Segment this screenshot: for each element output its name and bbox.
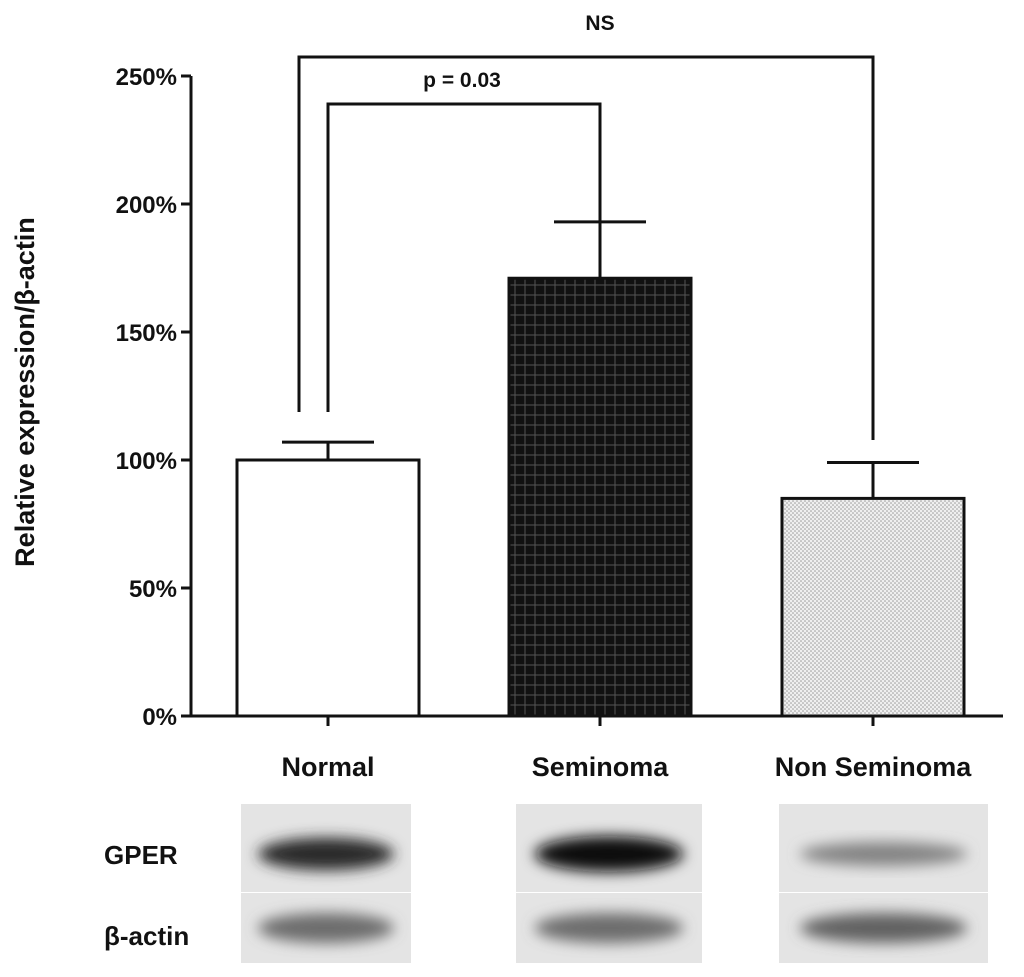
significance-brackets: [297, 55, 875, 440]
blot-band-actin-seminoma: [534, 913, 684, 943]
y-axis-label: Relative expression/β-actin: [10, 217, 40, 567]
x-tick-label-non-seminoma: Non Seminoma: [775, 752, 973, 782]
bracket-label-p: p = 0.03: [423, 69, 501, 92]
x-tick-label-seminoma: Seminoma: [532, 752, 670, 782]
blot-band-actin-normal: [258, 913, 394, 943]
blot-row-label-gper: GPER: [104, 840, 178, 870]
blot-band-actin-non-seminoma: [799, 913, 968, 943]
bracket-label-ns: NS: [585, 12, 614, 35]
bracket-p-value: [326, 102, 602, 412]
blot-band-gper-normal: [258, 837, 394, 871]
y-tick-label: 200%: [116, 192, 177, 219]
x-tick-label-normal: Normal: [281, 752, 374, 782]
blot-row-label-beta-actin: β-actin: [104, 921, 189, 951]
bracket-ns: [297, 55, 875, 440]
blot-band-gper-non-seminoma: [799, 842, 968, 866]
axes: 0% 50% 100% 150% 200% 250%: [116, 64, 1003, 731]
y-tick-label: 0%: [142, 704, 177, 731]
bar-seminoma: [507, 276, 693, 718]
bar-non-seminoma: [780, 496, 966, 718]
western-blot: [241, 804, 988, 963]
y-tick-label: 50%: [129, 576, 177, 603]
bars: [235, 220, 966, 718]
y-tick-label: 150%: [116, 320, 177, 347]
blot-band-gper-seminoma: [534, 836, 684, 872]
y-tick-label: 250%: [116, 64, 177, 91]
y-tick-label: 100%: [116, 448, 177, 475]
bar-normal: [235, 458, 421, 718]
